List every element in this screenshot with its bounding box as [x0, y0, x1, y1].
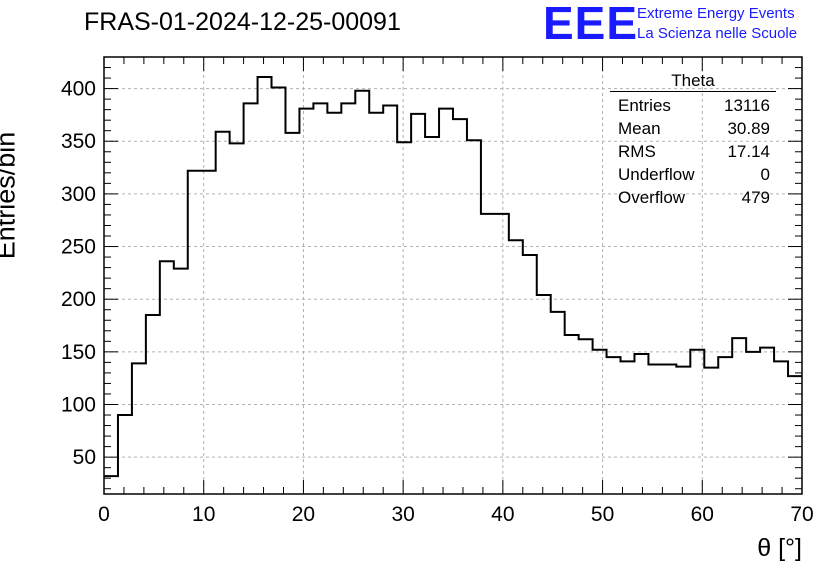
x-tick-label: 40 — [491, 503, 514, 526]
x-tick-label: 20 — [292, 503, 315, 526]
chart-title: FRAS-01-2024-12-25-00091 — [84, 8, 401, 36]
stats-row-underflow: Underflow 0 — [610, 163, 776, 186]
stats-value: 479 — [741, 188, 770, 207]
stats-row-rms: RMS 17.14 — [610, 140, 776, 163]
y-tick-label: 400 — [61, 78, 96, 101]
histogram-series — [104, 76, 802, 478]
stats-label: Underflow — [618, 165, 695, 184]
stats-label: RMS — [618, 142, 656, 161]
stats-label: Overflow — [618, 188, 686, 207]
stats-row-mean: Mean 30.89 — [610, 117, 776, 140]
x-tick-label: 10 — [192, 503, 215, 526]
stats-box: Theta Entries 13116 Mean 30.89 RMS 17.14… — [610, 70, 776, 209]
x-axis-label: θ [°] — [757, 534, 802, 562]
y-tick-label: 150 — [61, 341, 96, 364]
stats-title: Theta — [610, 70, 776, 92]
x-tick-label: 60 — [691, 503, 714, 526]
stats-value: 30.89 — [727, 119, 770, 138]
stats-value: 13116 — [723, 96, 770, 115]
eee-logo: EEE — [543, 0, 639, 49]
plot-frame — [103, 56, 803, 495]
eee-logo-line-2: La Scienza nelle Scuole — [637, 25, 798, 42]
stats-row-overflow: Overflow 479 — [610, 186, 776, 209]
eee-logo-line-1: Extreme Energy Events — [637, 5, 795, 22]
stats-value: 17.14 — [727, 142, 770, 161]
x-tick-label: 0 — [98, 503, 110, 526]
y-tick-label: 50 — [73, 446, 96, 469]
x-tick-label: 50 — [591, 503, 614, 526]
stats-row-entries: Entries 13116 — [610, 94, 776, 117]
y-tick-label: 100 — [61, 393, 96, 416]
x-tick-label: 30 — [391, 503, 414, 526]
stats-value: 0 — [760, 165, 770, 184]
stats-label: Entries — [618, 96, 671, 115]
y-tick-label: 300 — [61, 183, 96, 206]
y-tick-label: 350 — [61, 130, 96, 153]
x-tick-label: 70 — [790, 503, 813, 526]
y-axis-label: Entries/bin — [0, 131, 21, 260]
y-tick-label: 200 — [61, 288, 96, 311]
stats-label: Mean — [618, 119, 661, 138]
y-tick-label: 250 — [61, 236, 96, 259]
